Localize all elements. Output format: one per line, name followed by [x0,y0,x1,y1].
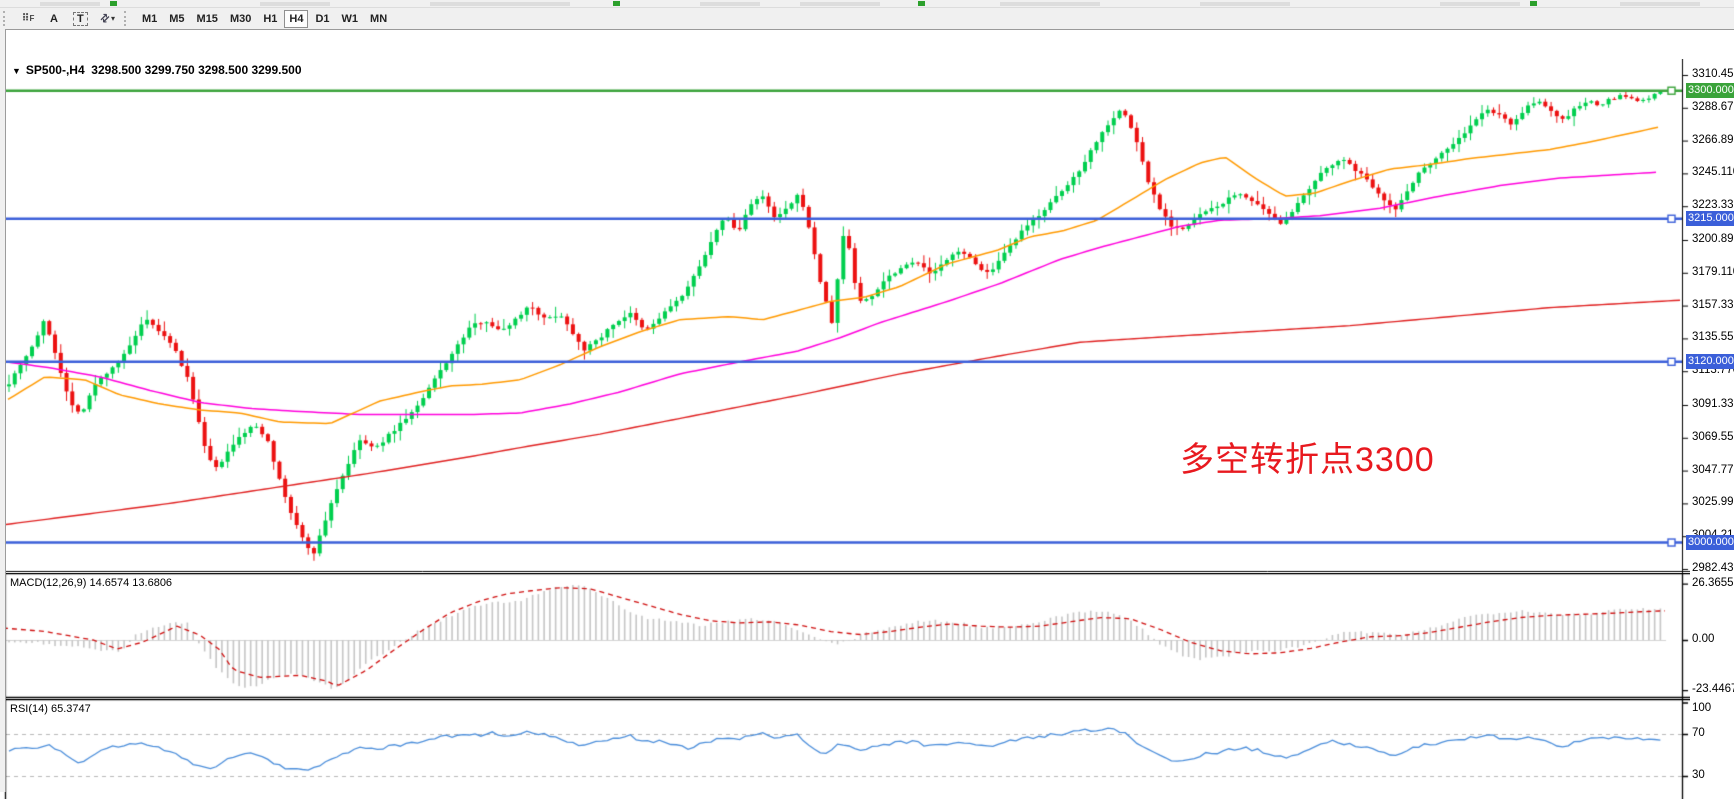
chinese-annotation-text: 多空转折点3300 [1180,441,1435,479]
price-line-badge-3000: 3000.000 [1686,534,1734,550]
toolbar-fragment [40,2,100,6]
price-axis-label: 3069.550 [1692,430,1734,443]
grid-tool-button[interactable]: ⠿ F [16,10,40,28]
rsi-axis-label: 100 [1692,702,1712,714]
chart-title: ▼ SP500-,H4 3298.500 3299.750 3298.500 32… [12,63,302,77]
price-axis-label: 3223.330 [1692,199,1734,212]
toolbar-fragment-icon [1530,1,1537,6]
toolbar-fragment [260,2,330,6]
toolbar-fragment [800,2,880,6]
toolbar-fragment-icon [613,1,620,6]
price-axis-label: 3245.110 [1692,166,1734,179]
chart-panel-container: ▼ SP500-,H4 3298.500 3299.750 3298.500 32… [0,29,1734,799]
timeframe-button-group: M1 M5 M15 M30 H1 H4 D1 W1 MN [136,9,393,28]
toolbar-fragment [1620,2,1700,6]
price-axis-label: 3310.450 [1692,67,1734,80]
macd-indicator-canvas[interactable] [0,573,1690,699]
arrows-tool-dropdown[interactable]: ⇅ ▾ [95,10,120,28]
price-line-badge-3215: 3215.000 [1686,210,1734,226]
timeframe-button-M30[interactable]: M30 [229,12,252,25]
timeframe-button-D1[interactable]: D1 [315,12,330,25]
diagonal-arrows-icon: ⇅ [96,11,112,27]
rsi-label: RSI(14) 65.3747 [10,703,91,715]
rsi-axis-label: 70 [1692,727,1705,739]
macd-label: MACD(12,26,9) 14.6574 13.6806 [10,577,173,589]
price-axis-label: 3047.770 [1692,463,1734,476]
price-axis-label: 3200.890 [1692,232,1734,245]
toolbar-fragment-icon [110,1,117,6]
rsi-indicator-canvas[interactable] [0,699,1690,799]
letter-a-icon: A [50,12,58,25]
price-line-badge-3120: 3120.000 [1686,353,1734,369]
price-axis-label: 3157.330 [1692,298,1734,311]
toolbar-fragment [1200,2,1290,6]
macd-axis-label: 26.3655 [1692,576,1734,589]
ohlc-values: 3298.500 3299.750 3298.500 3299.500 [91,63,302,77]
text-label-tool-button[interactable]: A [42,10,66,28]
price-axis-label: 2982.430 [1692,561,1734,574]
price-axis-label: 3288.670 [1692,100,1734,113]
price-axis-label: 3266.890 [1692,133,1734,146]
price-axis-label: 3091.330 [1692,397,1734,410]
main-price-chart-canvas[interactable] [0,59,1690,573]
clipped-upper-toolbar [0,0,1734,8]
toolbar-fragment [430,2,570,6]
timeframe-button-H4[interactable]: H4 [284,9,309,28]
chevron-down-icon: ▾ [110,14,115,23]
rsi-axis-label: 30 [1692,769,1705,781]
timeframe-button-M15[interactable]: M15 [196,12,218,25]
symbol-period-label: SP500-,H4 [25,63,85,77]
timeframe-button-W1[interactable]: W1 [341,12,359,25]
price-line-badge-3300: 3300.000 [1686,82,1734,98]
timeframe-button-H1[interactable]: H1 [263,12,278,25]
toolbar-grip[interactable] [123,11,132,26]
timeframe-button-MN[interactable]: MN [370,12,388,25]
grid-f-label: F [29,14,35,23]
macd-axis-label: 0.00 [1692,633,1715,645]
symbol-dropdown-icon[interactable]: ▼ [12,66,21,76]
macd-axis-label: -23.4467 [1692,683,1734,696]
price-axis-label: 3025.990 [1692,496,1734,509]
toolbar-fragment [1440,2,1520,6]
window-left-edge [0,29,6,792]
chart-toolbar: ⠿ F A T ⇅ ▾ M1 M5 M15 M30 H1 H4 D1 W1 MN [0,8,1734,30]
toolbar-fragment-icon [918,1,925,6]
toolbar-fragment [700,2,760,6]
timeframe-button-M5[interactable]: M5 [169,12,185,25]
dotted-grid-icon: ⠿ [21,13,30,24]
toolbar-grip[interactable] [3,11,11,26]
text-tool-button[interactable]: T [68,10,93,28]
timeframe-button-M1[interactable]: M1 [141,12,158,25]
toolbar-fragment [1000,2,1100,6]
letter-t-icon: T [73,11,88,26]
price-axis-label: 3179.110 [1692,265,1734,278]
price-axis-label: 3135.550 [1692,331,1734,344]
